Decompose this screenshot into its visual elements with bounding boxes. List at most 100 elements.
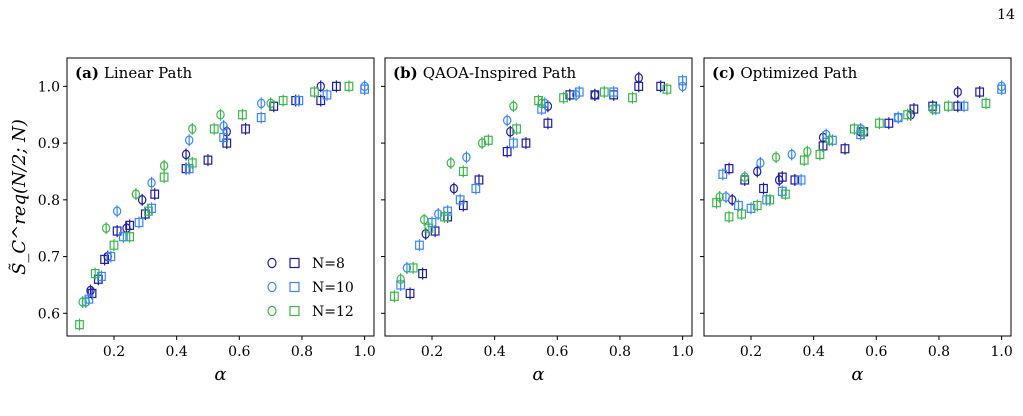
data-point-circle [147,178,156,188]
data-point-square [599,87,609,97]
data-point-square [574,87,584,97]
data-point-square [815,149,825,160]
data-point-square [512,124,521,134]
y-tick-label: 0.8 [38,193,60,209]
x-tick-label: 1.0 [353,344,375,360]
data-point-circle [131,189,141,199]
data-point-square [344,81,354,91]
data-point-circle [753,166,762,177]
data-point-square [752,200,762,211]
data-point-square [150,189,160,199]
data-point-square [118,232,128,242]
data-point-square [590,90,600,100]
data-point-square [278,95,288,106]
data-point-square [440,212,449,222]
x-tick-label: 0.8 [928,344,950,360]
panel-title: (b) QAOA-Inspired Path [393,64,577,82]
data-point-square [521,138,531,148]
data-point-circle [756,158,765,168]
data-point-square [360,84,370,94]
x-tick-label: 0.6 [546,344,568,360]
data-point-square [849,124,859,134]
data-point-square [903,110,913,120]
plot-frame [384,57,693,337]
data-point-square [389,291,399,301]
data-point-square [203,155,213,165]
panel-title-text: Optimized Path [740,64,857,82]
data-point-circle [771,152,781,163]
legend-square-marker [289,305,300,317]
data-point-square [109,240,119,250]
x-tick-label: 0.2 [740,344,762,360]
data-point-circle [740,172,749,182]
data-point-circle [137,195,147,205]
data-point-circle [419,214,429,225]
data-point-square [875,118,884,128]
data-point-square [106,251,116,262]
data-point-square [959,101,969,111]
data-point-square [609,87,619,97]
data-point-square [125,232,135,242]
data-point-square [799,155,809,165]
plot-frame [66,57,375,337]
data-point-square [943,101,953,111]
data-point-circle [787,149,796,160]
data-point-circle [188,124,197,134]
panel-title-text: Linear Path [104,64,193,82]
data-point-square [134,217,144,228]
data-point-square [405,288,415,299]
data-point-circle [184,135,194,146]
data-point-square [458,200,468,211]
data-point-square [418,268,427,279]
data-point-square [840,144,850,154]
data-point-square [559,93,568,103]
data-point-circle [181,149,191,160]
x-tick-label: 0.6 [865,344,887,360]
data-point-circle [402,263,412,273]
y-tick-label: 0.6 [38,306,60,322]
data-point-circle [502,115,512,126]
data-point-square [93,274,103,284]
data-point-square [502,147,512,157]
data-point-square [427,217,437,228]
legend-label: N=12 [312,304,354,320]
data-point-circle [446,158,455,168]
data-point-square [953,101,963,111]
data-point-square [534,95,543,106]
data-point-square [724,212,734,222]
data-point-square [759,183,768,194]
data-point-circle [859,126,868,137]
legend-label: N=10 [312,280,354,296]
data-point-square [909,104,919,114]
data-point-circle [257,98,266,109]
data-point-square [408,263,418,273]
data-point-square [634,81,644,91]
data-point-square [100,254,109,265]
x-axis-label: α [851,364,863,385]
plot-frame [703,57,1012,337]
y-tick-label: 1.0 [38,79,60,95]
legend-circle-marker [267,257,277,269]
data-point-square [322,90,332,100]
data-point-circle [78,297,87,307]
data-point-square [975,87,985,97]
data-point-square [509,138,518,148]
data-point-circle [316,81,325,92]
data-point-square [796,175,806,185]
data-point-circle [101,223,111,234]
x-tick-label: 0.4 [484,344,506,360]
data-point-circle [434,209,443,219]
data-point-square [443,206,453,216]
data-point-square [238,110,247,120]
data-point-square [187,158,197,168]
data-point-square [997,84,1007,94]
panel-label: (b) [393,64,418,82]
data-point-circle [219,121,228,131]
legend: N=8 N=10 N=12 [267,256,354,320]
data-point-circle [477,138,487,148]
y-axis-label-text: S̃_C^req(N/2; N) [8,119,30,275]
data-point-square [424,223,434,233]
data-point-square [765,195,775,205]
data-point-square [746,203,756,213]
